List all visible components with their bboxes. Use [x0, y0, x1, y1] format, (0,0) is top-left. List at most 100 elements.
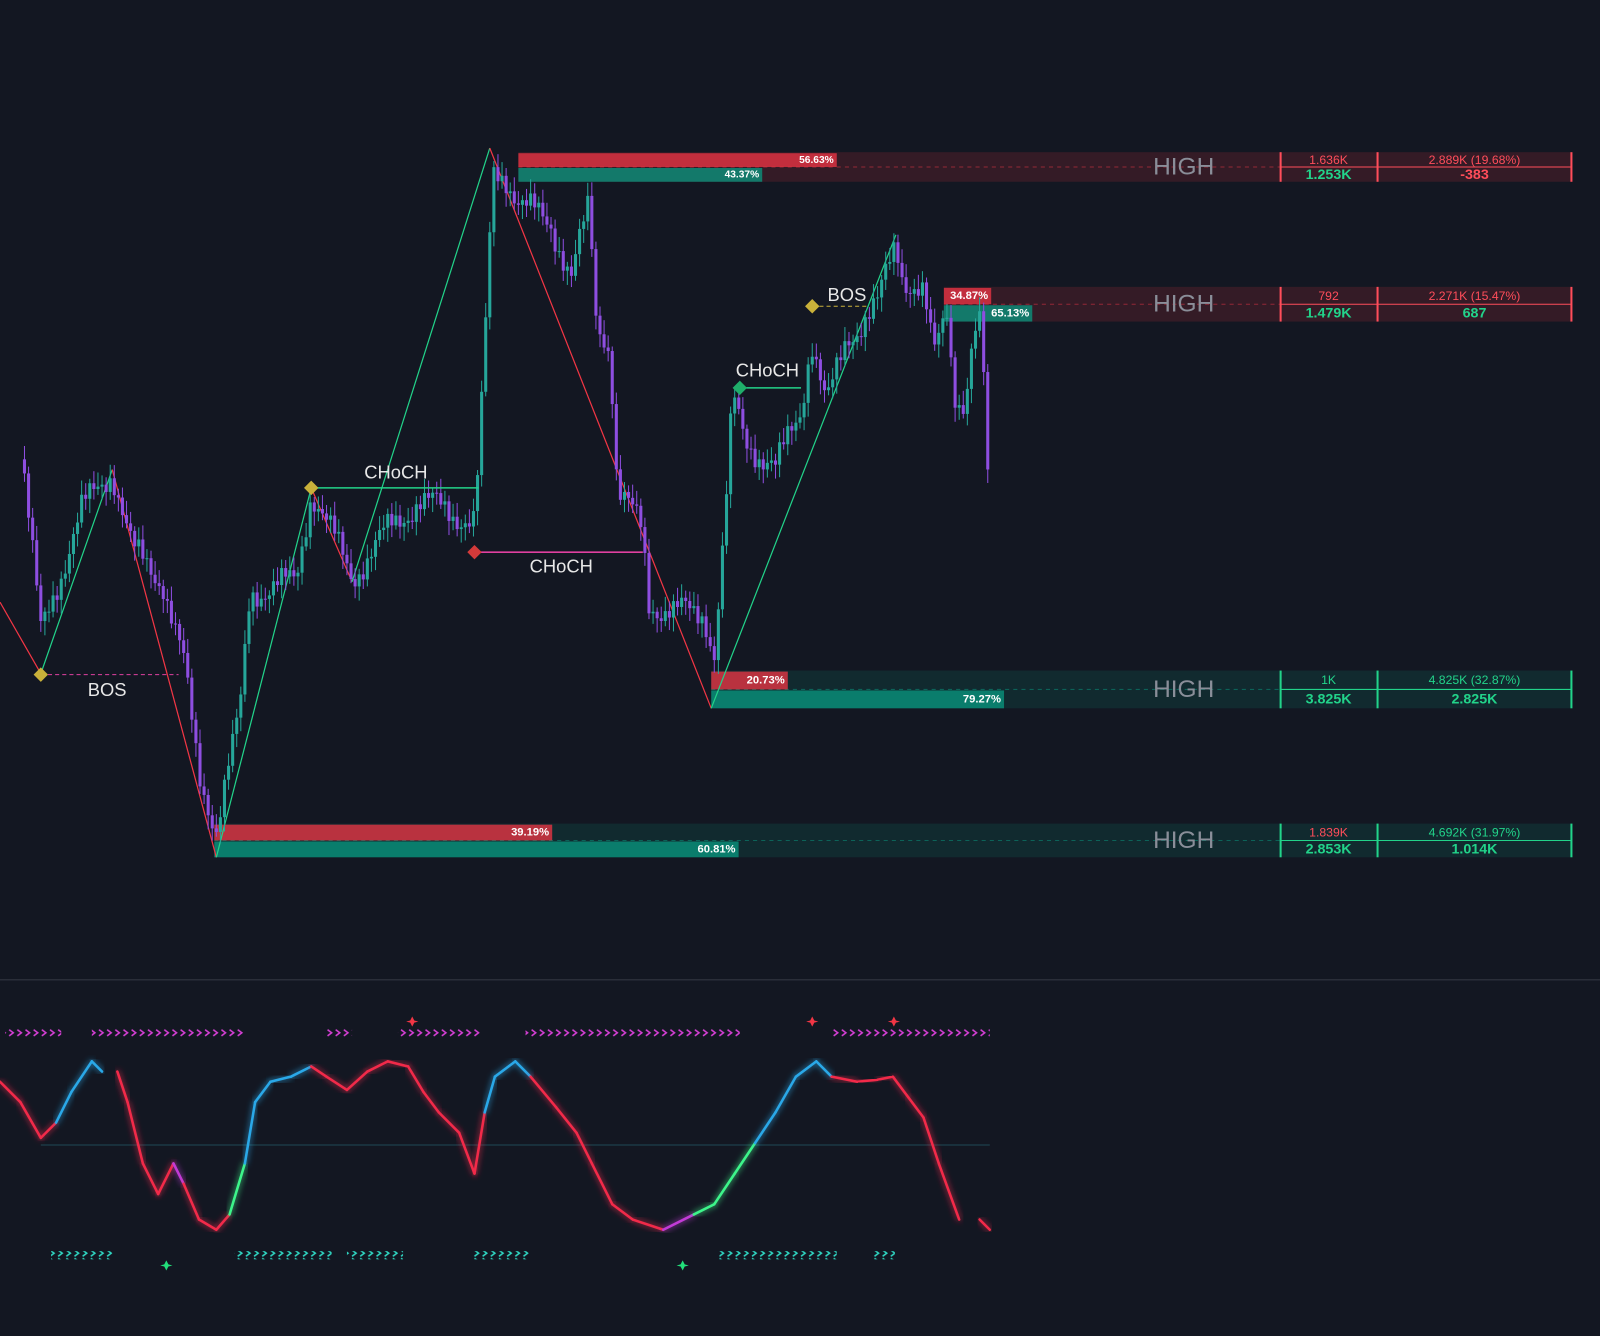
candle-body [973, 330, 978, 349]
candle-body [214, 828, 218, 833]
candle-body [912, 289, 916, 294]
candle-body [957, 405, 961, 408]
candle-body [149, 558, 153, 575]
oscillator [366, 1060, 390, 1073]
oscillator [422, 1090, 441, 1114]
candle-body [606, 347, 610, 352]
candle-body [390, 513, 394, 526]
candle-body [859, 336, 863, 338]
candle-body [802, 402, 806, 418]
candle-body [741, 408, 745, 429]
candle-body [720, 545, 724, 610]
zigzag [310, 487, 353, 583]
candle-body [194, 719, 198, 744]
candle-body [965, 388, 969, 414]
sell-bar [711, 671, 788, 690]
candle-body [92, 483, 96, 489]
oscillator [70, 1060, 94, 1094]
candle-body [190, 677, 194, 720]
oscillator [753, 1111, 777, 1145]
oscillator [661, 1213, 696, 1232]
candle-body [271, 581, 275, 596]
candle-body [818, 359, 822, 381]
candle-body [345, 554, 349, 564]
candle-body [549, 224, 553, 229]
candle-body [908, 292, 912, 294]
candle-body [386, 513, 390, 528]
candle-body [378, 530, 382, 541]
oscillator [243, 1100, 257, 1165]
candle-body [663, 611, 667, 621]
sell-volume: 1.839K [1309, 825, 1349, 839]
oscillator [855, 1078, 879, 1084]
oscillator [141, 1162, 160, 1196]
oscillator [692, 1202, 716, 1216]
candle-body [512, 191, 516, 204]
buy-pct: 60.81% [697, 843, 735, 855]
candle-body [157, 583, 161, 587]
candle-body [855, 336, 859, 343]
candle-body [80, 494, 84, 523]
buy-volume: 1.253K [1306, 167, 1353, 183]
candle-body [700, 616, 704, 624]
candle-body [173, 623, 178, 625]
candle-body [896, 242, 900, 263]
candle-body [900, 262, 904, 278]
candle-body [496, 167, 500, 182]
candle-body [243, 643, 247, 695]
candle-body [557, 251, 561, 253]
candle-body [402, 522, 406, 527]
candle-body [422, 493, 427, 510]
candle-body [394, 515, 398, 526]
oscillator [610, 1202, 634, 1221]
candle-body [937, 332, 941, 345]
candle-body [369, 556, 373, 559]
candle-body [182, 640, 186, 653]
oscillator [774, 1075, 798, 1114]
candle-body [288, 570, 292, 577]
oscillator [156, 1162, 175, 1196]
candle-body [831, 379, 835, 388]
candle-body [349, 563, 353, 580]
candle-body [467, 523, 471, 527]
candle-body [594, 249, 598, 316]
sell-volume: 1.636K [1309, 153, 1349, 167]
candle-body [427, 493, 431, 498]
candle-body [222, 779, 227, 818]
oscillator [483, 1075, 497, 1114]
candle-body [578, 228, 582, 255]
candle-body [500, 175, 504, 182]
oscillator [733, 1141, 757, 1175]
candle-body [982, 311, 986, 373]
candle-body [27, 473, 31, 518]
candle-body [51, 595, 55, 612]
oscillator [309, 1065, 328, 1078]
candle-body [459, 527, 463, 530]
candle-body [737, 397, 741, 409]
candle-body [463, 523, 467, 528]
candle-body [765, 462, 769, 470]
candle-body [696, 606, 700, 624]
oscillator [891, 1075, 910, 1099]
candle-body [300, 546, 304, 573]
oscillator [876, 1075, 895, 1082]
candle-body [847, 341, 851, 346]
candle-body [43, 611, 47, 622]
candle-body [133, 530, 137, 547]
candle-body [504, 175, 508, 194]
oscillator [906, 1095, 925, 1119]
structure-label: CHoCH [364, 461, 427, 482]
candle-body [680, 597, 684, 607]
candle-body [104, 484, 108, 492]
candle-body [545, 216, 549, 225]
oscillator [406, 1065, 425, 1094]
candle-body [667, 611, 671, 618]
zigzag [489, 147, 712, 709]
zigzag [215, 487, 312, 858]
candle-body [406, 520, 410, 523]
candle-body [235, 717, 239, 734]
candle-body [108, 478, 112, 492]
oscillator [554, 1106, 578, 1135]
candle-body [333, 515, 337, 534]
candle-body [76, 522, 80, 534]
